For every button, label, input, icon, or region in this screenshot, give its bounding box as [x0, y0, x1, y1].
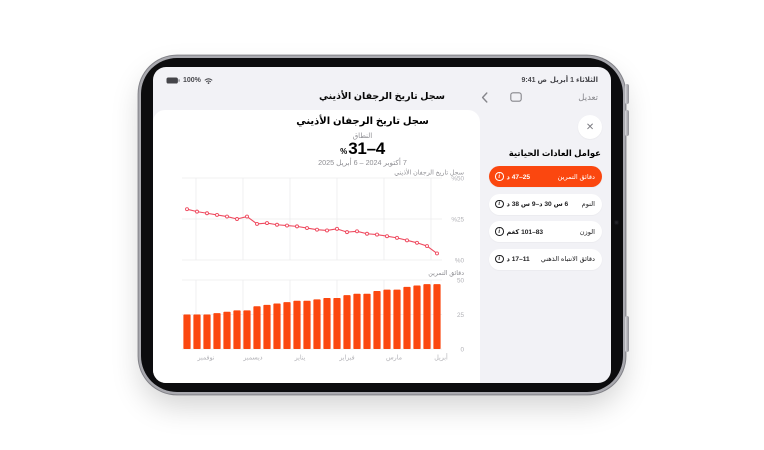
svg-text:ديسمبر: ديسمبر: [242, 355, 262, 362]
edit-button[interactable]: تعديل: [578, 92, 598, 102]
status-indicators: 100%: [166, 77, 213, 84]
svg-text:يناير: يناير: [294, 355, 306, 362]
screen: 9:41 ص الثلاثاء 1 أبريل 100% سجل تاريخ ا…: [153, 67, 611, 383]
nav-bar: سجل تاريخ الرجفان الأذيني تعديل: [153, 86, 611, 110]
afib-exercise-charts: سجل تاريخ الرجفان الأذيني%50 %25 %0 دقائق ا…: [182, 169, 465, 362]
bottom-side-button: [624, 316, 629, 352]
svg-text:سجل تاريخ الرجفان الأذيني: سجل تاريخ الرجفان الأذيني: [394, 169, 464, 177]
range-value: 4–31: [348, 139, 385, 159]
factor-value: 25–47 د: [506, 173, 531, 181]
info-icon[interactable]: i: [495, 227, 504, 236]
panel-heading: عوامل العادات الحياتية: [508, 148, 601, 158]
battery-icon: [166, 77, 180, 84]
factor-value: 11–17 د: [506, 256, 530, 263]
card-header: سجل تاريخ الرجفان الأذيني النطاق 4–31 % …: [199, 110, 480, 167]
status-bar: 9:41 ص الثلاثاء 1 أبريل 100%: [153, 67, 611, 86]
svg-text:%25: %25: [451, 217, 464, 224]
svg-text:%50: %50: [451, 176, 464, 183]
lifestyle-factors-panel: ✕ عوامل العادات الحياتية دقائق التمرين 25…: [480, 110, 611, 383]
factor-list: دقائق التمرين 25–47 د i النوم 6 س 30 د–9 س 3…: [489, 166, 602, 276]
info-icon[interactable]: i: [495, 254, 504, 264]
info-icon[interactable]: i: [495, 199, 504, 209]
info-icon[interactable]: i: [495, 172, 504, 181]
svg-text:دقائق التمرين: دقائق التمرين: [428, 270, 464, 277]
content-area: ✕ عوامل العادات الحياتية دقائق التمرين 25…: [153, 110, 611, 383]
status-time-date: 9:41 ص الثلاثاء 1 أبريل: [522, 76, 599, 84]
close-icon: ✕: [585, 121, 595, 133]
svg-text:50: 50: [457, 278, 465, 285]
range-unit: %: [340, 147, 348, 157]
battery-percent: 100%: [183, 77, 201, 84]
svg-text:مارس: مارس: [386, 355, 402, 362]
factor-value: 83–101 كغم: [506, 228, 544, 236]
svg-text:فبراير: فبراير: [338, 355, 354, 362]
status-time: 9:41 ص: [521, 77, 547, 84]
svg-text:أبريل: أبريل: [434, 353, 448, 362]
factor-pill-3[interactable]: الوزن 83–101 كغم i: [489, 221, 602, 242]
volume-up-button: [624, 84, 629, 104]
date-range: 7 أكتوبر 2024 – 6 أبريل 2025: [318, 158, 407, 168]
range-label: النطاق: [352, 132, 373, 140]
factor-label: النوم: [581, 201, 595, 208]
factor-label: دقائق التمرين: [557, 173, 595, 181]
sidebar-icon[interactable]: [510, 92, 522, 102]
front-camera-dot: [614, 220, 619, 225]
afib-history-card: سجل تاريخ الرجفان الأذيني النطاق 4–31 % …: [153, 110, 480, 383]
volume-down-button: [624, 110, 629, 136]
wifi-icon: [204, 77, 213, 84]
svg-text:%0: %0: [455, 258, 465, 265]
close-button[interactable]: ✕: [578, 115, 602, 139]
range-summary: 4–31 %: [199, 140, 480, 157]
back-chevron-icon[interactable]: [481, 92, 488, 103]
svg-text:25: 25: [457, 312, 465, 319]
ipad-device: 9:41 ص الثلاثاء 1 أبريل 100% سجل تاريخ ا…: [141, 58, 629, 392]
factor-value: 6 س 30 د–9 س 38 د: [506, 201, 569, 208]
factor-label: دقائق الانتباه الذهني: [540, 256, 595, 263]
sheet-title: سجل تاريخ الرجفان الأذيني: [296, 116, 429, 127]
status-date: الثلاثاء 1 أبريل: [549, 77, 598, 84]
svg-text:نوفمبر: نوفمبر: [196, 355, 214, 362]
svg-text:0: 0: [460, 347, 464, 354]
factor-label: الوزن: [579, 228, 595, 236]
nav-title: سجل تاريخ الرجفان الأذيني: [319, 91, 445, 102]
